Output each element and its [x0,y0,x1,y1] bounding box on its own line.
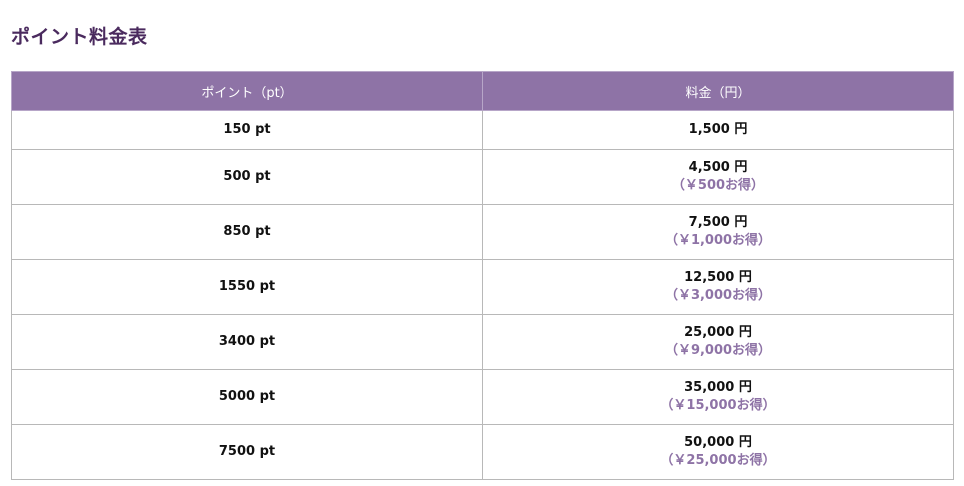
price-value: 12,500 円 [684,270,752,285]
saving-note: （￥25,000お得） [660,453,776,468]
saving-note: （￥500お得） [671,178,765,193]
table-row: 850 pt 7,500 円 （￥1,000お得） [11,204,954,260]
points-cell: 5000 pt [11,369,483,425]
price-value: 25,000 円 [684,325,752,340]
price-cell: 25,000 円 （￥9,000お得） [482,314,954,370]
price-cell: 4,500 円 （￥500お得） [482,149,954,205]
table-row: 150 pt 1,500 円 [11,110,954,150]
price-value: 50,000 円 [684,435,752,450]
points-cell: 500 pt [11,149,483,205]
saving-note: （￥3,000お得） [664,288,772,303]
price-cell: 1,500 円 [482,110,954,150]
table-row: 1550 pt 12,500 円 （￥3,000お得） [11,259,954,315]
saving-note: （￥1,000お得） [664,233,772,248]
column-header-points: ポイント（pt） [11,71,483,111]
points-cell: 3400 pt [11,314,483,370]
point-price-table: ポイント（pt） 料金（円） 150 pt 1,500 円 500 pt 4,5… [11,71,954,480]
saving-note: （￥9,000お得） [664,343,772,358]
table-row: 3400 pt 25,000 円 （￥9,000お得） [11,314,954,370]
table-row: 500 pt 4,500 円 （￥500お得） [11,149,954,205]
saving-note: （￥15,000お得） [660,398,776,413]
table-header-row: ポイント（pt） 料金（円） [11,71,954,111]
points-cell: 150 pt [11,110,483,150]
price-cell: 35,000 円 （￥15,000お得） [482,369,954,425]
price-cell: 12,500 円 （￥3,000お得） [482,259,954,315]
price-value: 4,500 円 [688,160,748,175]
price-value: 1,500 円 [688,122,748,137]
points-cell: 850 pt [11,204,483,260]
price-cell: 7,500 円 （￥1,000お得） [482,204,954,260]
table-row: 7500 pt 50,000 円 （￥25,000お得） [11,424,954,480]
column-header-price: 料金（円） [482,71,954,111]
price-value: 7,500 円 [688,215,748,230]
points-cell: 1550 pt [11,259,483,315]
points-cell: 7500 pt [11,424,483,480]
table-row: 5000 pt 35,000 円 （￥15,000お得） [11,369,954,425]
page-title: ポイント料金表 [11,26,148,48]
price-value: 35,000 円 [684,380,752,395]
price-cell: 50,000 円 （￥25,000お得） [482,424,954,480]
